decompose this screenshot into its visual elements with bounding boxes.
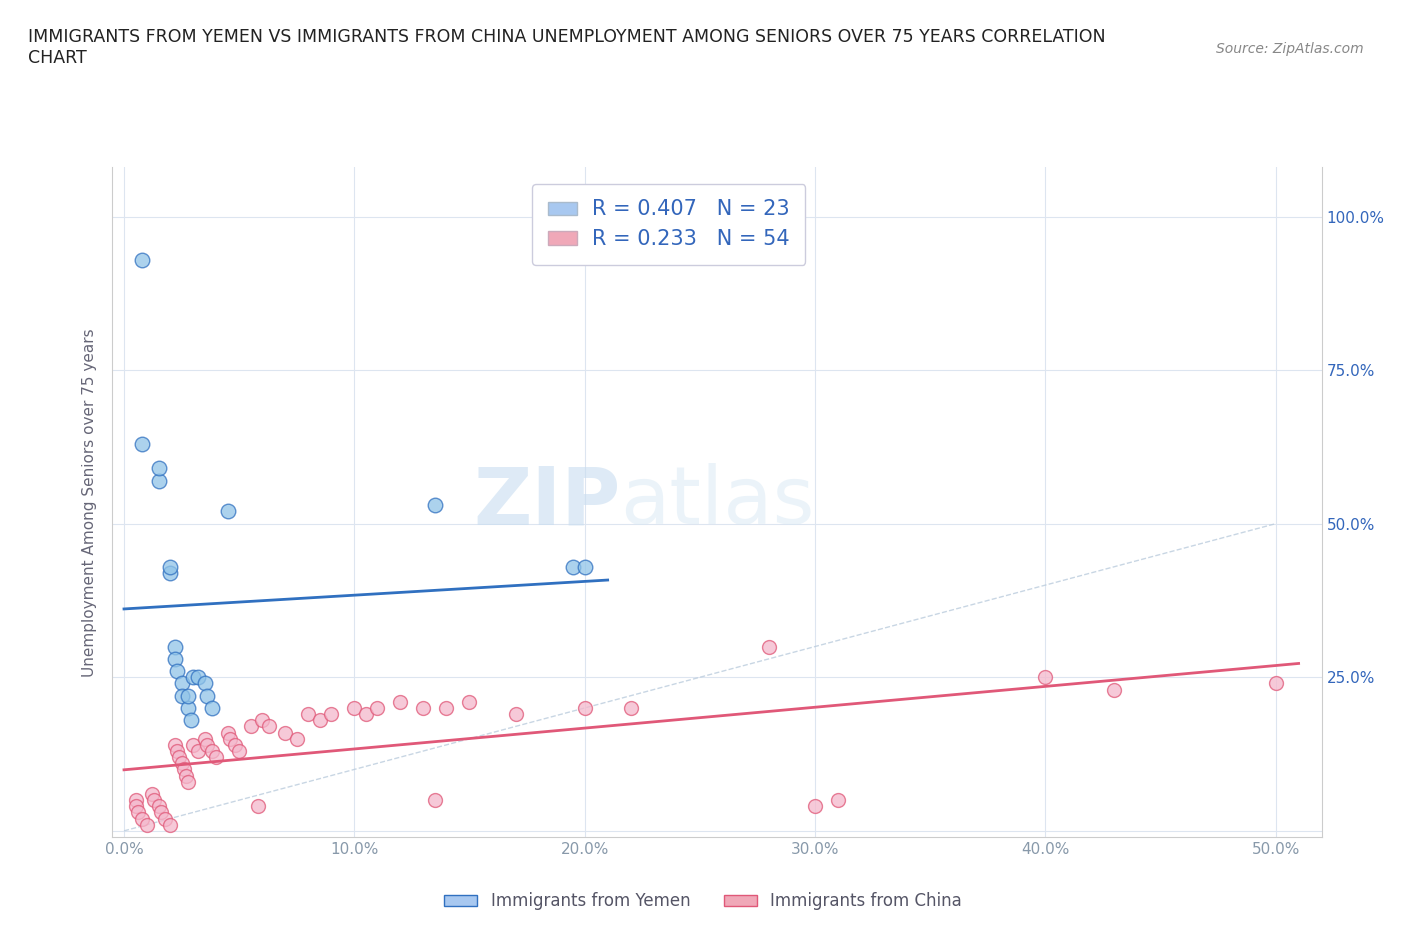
Point	[285, 731, 308, 746]
Point	[257, 719, 280, 734]
Point	[758, 639, 780, 654]
Point	[205, 750, 228, 764]
Point	[124, 792, 146, 807]
Point	[224, 737, 246, 752]
Point	[389, 695, 412, 710]
Point	[412, 700, 434, 715]
Point	[124, 799, 146, 814]
Legend: R = 0.407   N = 23, R = 0.233   N = 54: R = 0.407 N = 23, R = 0.233 N = 54	[531, 184, 806, 265]
Point	[159, 565, 181, 580]
Point	[136, 817, 159, 832]
Point	[195, 737, 218, 752]
Point	[194, 676, 217, 691]
Point	[219, 731, 242, 746]
Point	[131, 811, 153, 826]
Point	[423, 498, 446, 512]
Point	[166, 744, 188, 759]
Point	[343, 700, 366, 715]
Point	[274, 725, 297, 740]
Point	[562, 559, 585, 574]
Point	[177, 688, 200, 703]
Point	[217, 725, 239, 740]
Point	[804, 799, 827, 814]
Point	[228, 744, 250, 759]
Point	[163, 737, 186, 752]
Point	[131, 436, 153, 451]
Point	[458, 695, 481, 710]
Point	[163, 651, 186, 666]
Point	[366, 700, 388, 715]
Point	[166, 664, 188, 679]
Point	[148, 473, 170, 488]
Point	[174, 768, 197, 783]
Point	[574, 559, 596, 574]
Point	[170, 676, 193, 691]
Point	[200, 700, 222, 715]
Text: Source: ZipAtlas.com: Source: ZipAtlas.com	[1216, 42, 1364, 56]
Point	[149, 805, 172, 820]
Point	[574, 700, 596, 715]
Point	[308, 712, 330, 727]
Point	[163, 639, 186, 654]
Point	[620, 700, 643, 715]
Legend: Immigrants from Yemen, Immigrants from China: Immigrants from Yemen, Immigrants from C…	[437, 885, 969, 917]
Point	[354, 707, 377, 722]
Text: ZIP: ZIP	[472, 463, 620, 541]
Point	[217, 504, 239, 519]
Point	[827, 792, 849, 807]
Point	[180, 712, 202, 727]
Point	[250, 712, 273, 727]
Point	[1104, 682, 1126, 697]
Point	[148, 461, 170, 476]
Point	[195, 688, 218, 703]
Y-axis label: Unemployment Among Seniors over 75 years: Unemployment Among Seniors over 75 years	[82, 328, 97, 676]
Point	[173, 762, 195, 777]
Point	[187, 744, 209, 759]
Point	[142, 792, 165, 807]
Point	[239, 719, 262, 734]
Point	[127, 805, 149, 820]
Point	[131, 252, 153, 267]
Point	[187, 670, 209, 684]
Point	[1033, 670, 1056, 684]
Point	[159, 817, 181, 832]
Point	[246, 799, 269, 814]
Point	[194, 731, 217, 746]
Point	[141, 787, 163, 802]
Point	[177, 700, 200, 715]
Point	[177, 775, 200, 790]
Point	[159, 559, 181, 574]
Point	[321, 707, 343, 722]
Point	[170, 756, 193, 771]
Text: atlas: atlas	[620, 463, 814, 541]
Point	[423, 792, 446, 807]
Point	[148, 799, 170, 814]
Point	[436, 700, 458, 715]
Point	[169, 750, 191, 764]
Point	[200, 744, 222, 759]
Point	[297, 707, 319, 722]
Point	[505, 707, 527, 722]
Point	[181, 737, 204, 752]
Point	[181, 670, 204, 684]
Point	[155, 811, 177, 826]
Point	[170, 688, 193, 703]
Text: IMMIGRANTS FROM YEMEN VS IMMIGRANTS FROM CHINA UNEMPLOYMENT AMONG SENIORS OVER 7: IMMIGRANTS FROM YEMEN VS IMMIGRANTS FROM…	[28, 28, 1105, 67]
Point	[1264, 676, 1286, 691]
